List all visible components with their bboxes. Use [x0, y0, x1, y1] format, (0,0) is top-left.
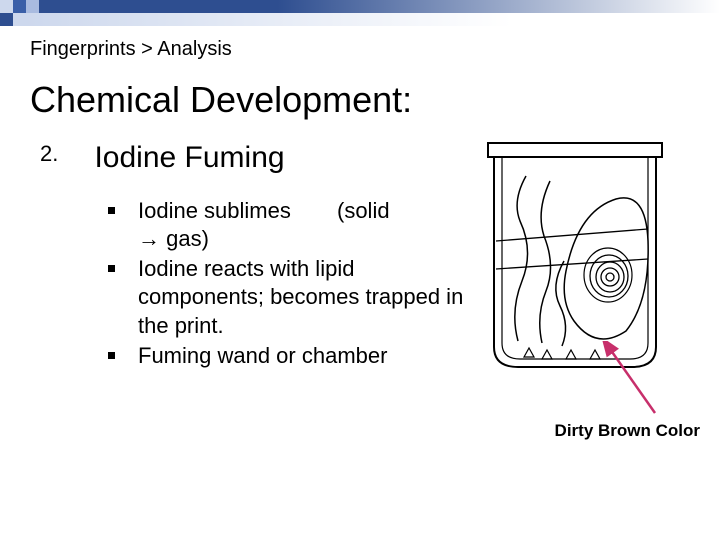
list-item-text: Iodine reacts with lipid components; bec… [138, 256, 463, 337]
topbar-row [0, 13, 720, 26]
bullet-list: Iodine sublimes (solid → gas) Iodine rea… [108, 197, 470, 370]
page-title: Chemical Development: [30, 79, 720, 121]
topbar-square [13, 0, 26, 13]
list-number: 2. [40, 141, 70, 167]
list-item: Iodine sublimes (solid → gas) [108, 197, 470, 253]
list-item-text: → gas) [138, 226, 209, 251]
topbar-square [26, 0, 39, 13]
list-item: Fuming wand or chamber [108, 342, 470, 370]
list-area: 2. Iodine Fuming Iodine sublimes (solid … [40, 141, 470, 386]
breadcrumb: Fingerprints > Analysis [30, 38, 720, 61]
list-item: Iodine reacts with lipid components; bec… [108, 255, 470, 339]
pointer-arrow-icon [600, 341, 670, 421]
figure-caption: Dirty Brown Color [555, 421, 700, 441]
decorative-top-bar [0, 0, 720, 26]
topbar-gradient [26, 13, 720, 26]
list-item-text: Iodine sublimes [138, 198, 291, 223]
list-item-text: (solid [337, 197, 390, 225]
topbar-row [0, 0, 720, 13]
list-item-text: Fuming wand or chamber [138, 343, 387, 368]
topbar-gradient [39, 0, 720, 13]
topbar-square [13, 13, 26, 26]
content-area: 2. Iodine Fuming Iodine sublimes (solid … [0, 141, 720, 386]
list-heading: Iodine Fuming [94, 141, 284, 175]
topbar-square [0, 0, 13, 13]
topbar-square [0, 13, 13, 26]
figure-area: Dirty Brown Color [470, 141, 700, 386]
